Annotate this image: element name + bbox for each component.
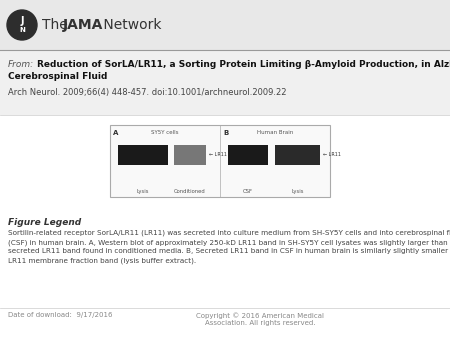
Text: Lysis: Lysis <box>137 189 149 194</box>
Text: (CSF) in human brain. A, Western blot of approximately 250-kD LR11 band in SH-SY: (CSF) in human brain. A, Western blot of… <box>8 239 450 245</box>
Text: ← LR11: ← LR11 <box>209 152 227 158</box>
Text: CSF: CSF <box>243 189 253 194</box>
Text: Sortilin-related receptor SorLA/LR11 (LR11) was secreted into culture medium fro: Sortilin-related receptor SorLA/LR11 (LR… <box>8 230 450 237</box>
Text: N: N <box>19 27 25 33</box>
Bar <box>0 50 450 115</box>
Circle shape <box>7 10 37 40</box>
Text: B: B <box>223 130 228 136</box>
Text: Human Brain: Human Brain <box>257 130 293 135</box>
Text: Cerebrospinal Fluid: Cerebrospinal Fluid <box>8 72 108 81</box>
Bar <box>118 145 168 165</box>
Text: secreted LR11 band found in conditioned media. B, Secreted LR11 band in CSF in h: secreted LR11 band found in conditioned … <box>8 248 450 254</box>
Bar <box>275 145 320 165</box>
Text: Arch Neurol. 2009;66(4) 448-457. doi:10.1001/archneurol.2009.22: Arch Neurol. 2009;66(4) 448-457. doi:10.… <box>8 88 287 97</box>
Text: Copyright © 2016 American Medical
Association. All rights reserved.: Copyright © 2016 American Medical Associ… <box>196 312 324 326</box>
Text: Date of download:  9/17/2016: Date of download: 9/17/2016 <box>8 312 112 318</box>
Text: Lysis: Lysis <box>292 189 304 194</box>
Text: Network: Network <box>99 18 162 32</box>
Text: LR11 membrane fraction band (lysis buffer extract).: LR11 membrane fraction band (lysis buffe… <box>8 257 196 264</box>
Bar <box>228 145 268 165</box>
Text: Conditioned: Conditioned <box>174 189 206 194</box>
Text: ← LR11: ← LR11 <box>323 152 341 158</box>
Text: SY5Y cells: SY5Y cells <box>151 130 179 135</box>
Text: A: A <box>113 130 118 136</box>
Bar <box>110 125 330 197</box>
Text: Reduction of SorLA/LR11, a Sorting Protein Limiting β-Amyloid Production, in Alz: Reduction of SorLA/LR11, a Sorting Prote… <box>37 60 450 69</box>
Text: JAMA: JAMA <box>63 18 104 32</box>
Text: Figure Legend: Figure Legend <box>8 218 81 227</box>
Bar <box>0 0 450 50</box>
Bar <box>174 145 206 165</box>
Text: From:: From: <box>8 60 34 69</box>
Text: The: The <box>42 18 72 32</box>
Text: J: J <box>20 16 24 26</box>
